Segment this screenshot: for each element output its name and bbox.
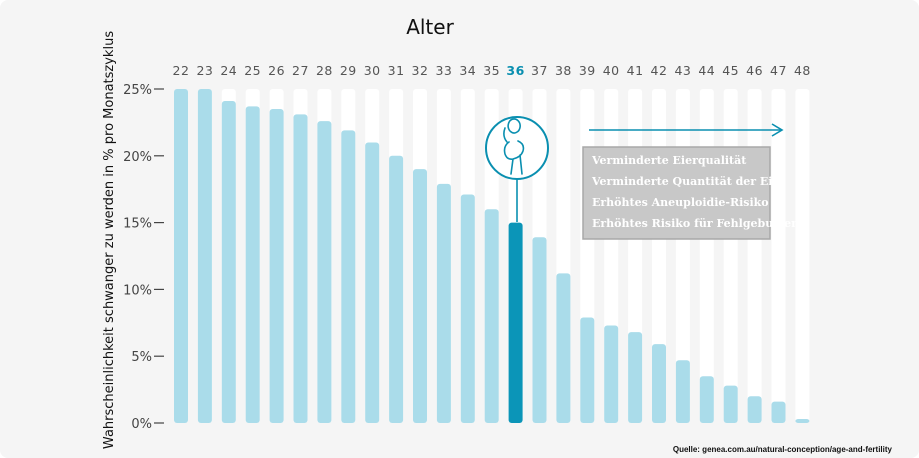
x-tick-label: 26 — [268, 63, 285, 78]
chart-title: Alter — [406, 15, 454, 39]
x-tick-label: 38 — [555, 63, 572, 78]
x-tick-label: 28 — [316, 63, 333, 78]
x-tick-label: 23 — [196, 63, 213, 78]
x-tick-label: 40 — [603, 63, 620, 78]
bar — [580, 317, 595, 423]
x-tick-label: 47 — [770, 63, 787, 78]
bar — [628, 332, 643, 423]
x-tick-label: 41 — [627, 63, 644, 78]
x-tick-label: 42 — [651, 63, 668, 78]
bar — [197, 89, 212, 423]
x-tick-label: 34 — [459, 63, 476, 78]
bar-track — [795, 89, 810, 423]
y-tick-label: 25% — [123, 83, 152, 98]
x-tick-label: 44 — [698, 63, 715, 78]
bar — [174, 89, 188, 423]
y-tick-label: 0% — [131, 417, 152, 432]
bar — [795, 418, 810, 423]
x-tick-label: 24 — [220, 63, 237, 78]
x-tick-label: 46 — [746, 63, 763, 78]
bar — [723, 385, 738, 423]
risk-item: Verminderte Eierqualität — [591, 154, 747, 167]
bar-track — [723, 89, 738, 423]
x-tick-label: 35 — [483, 63, 500, 78]
y-tick-label: 20% — [123, 150, 152, 165]
source-note: Quelle: genea.com.au/natural-conception/… — [673, 445, 893, 454]
bar — [604, 325, 619, 423]
bar — [436, 183, 451, 423]
x-tick-label: 31 — [388, 63, 405, 78]
x-tick-label: 37 — [531, 63, 548, 78]
x-tick-label: 27 — [292, 63, 309, 78]
bar — [365, 142, 380, 423]
bar — [675, 360, 690, 423]
bar-track — [699, 89, 714, 423]
x-tick-label: 48 — [794, 63, 811, 78]
bars — [174, 89, 810, 424]
bar — [293, 114, 308, 423]
bar — [269, 109, 284, 423]
y-axis-ticks: 0% 5% 10% 15% 20% 25% — [123, 83, 164, 432]
y-axis-label: Wahrscheinlichkeit schwanger zu werden i… — [102, 31, 117, 449]
bar — [317, 121, 332, 424]
x-tick-label: 45 — [722, 63, 739, 78]
bar — [771, 401, 786, 423]
bar-track — [771, 89, 786, 423]
age-labels: 22 23 24 25 26 27 28 29 30 31 32 33 34 35 36 37 38 39 40 41… — [173, 63, 811, 78]
bar — [699, 376, 714, 423]
x-tick-label: 32 — [412, 63, 429, 78]
x-tick-label: 30 — [364, 63, 381, 78]
bar — [556, 273, 571, 423]
y-tick-label: 15% — [123, 217, 152, 232]
x-tick-label: 22 — [173, 63, 190, 78]
risk-item: Erhöhtes Aneuploidie-Risiko — [592, 196, 769, 209]
x-tick-label: 36 — [506, 63, 524, 78]
bar — [389, 155, 404, 424]
x-tick-label: 29 — [340, 63, 357, 78]
bar — [484, 209, 499, 423]
bar — [508, 222, 523, 423]
bar — [460, 194, 475, 423]
arrow-right-icon — [589, 123, 784, 137]
x-tick-label: 33 — [435, 63, 452, 78]
bar — [532, 237, 547, 423]
bar-track — [747, 89, 762, 423]
x-tick-label: 39 — [579, 63, 596, 78]
y-tick-label: 5% — [131, 350, 152, 365]
bar — [341, 130, 356, 423]
y-tick-label: 10% — [123, 283, 152, 298]
bar — [413, 169, 427, 423]
x-tick-label: 25 — [244, 63, 261, 78]
x-tick-label: 43 — [674, 63, 691, 78]
pregnant-woman-icon — [485, 116, 549, 222]
bar — [221, 101, 236, 424]
bar — [747, 396, 762, 423]
risk-box: Verminderte Eierqualität Verminderte Qua… — [582, 146, 799, 240]
bar — [245, 106, 260, 424]
bar — [652, 344, 666, 423]
risk-item: Verminderte Quantität der Eier — [591, 175, 785, 188]
risk-item: Erhöhtes Risiko für Fehlgeburten — [592, 217, 799, 230]
